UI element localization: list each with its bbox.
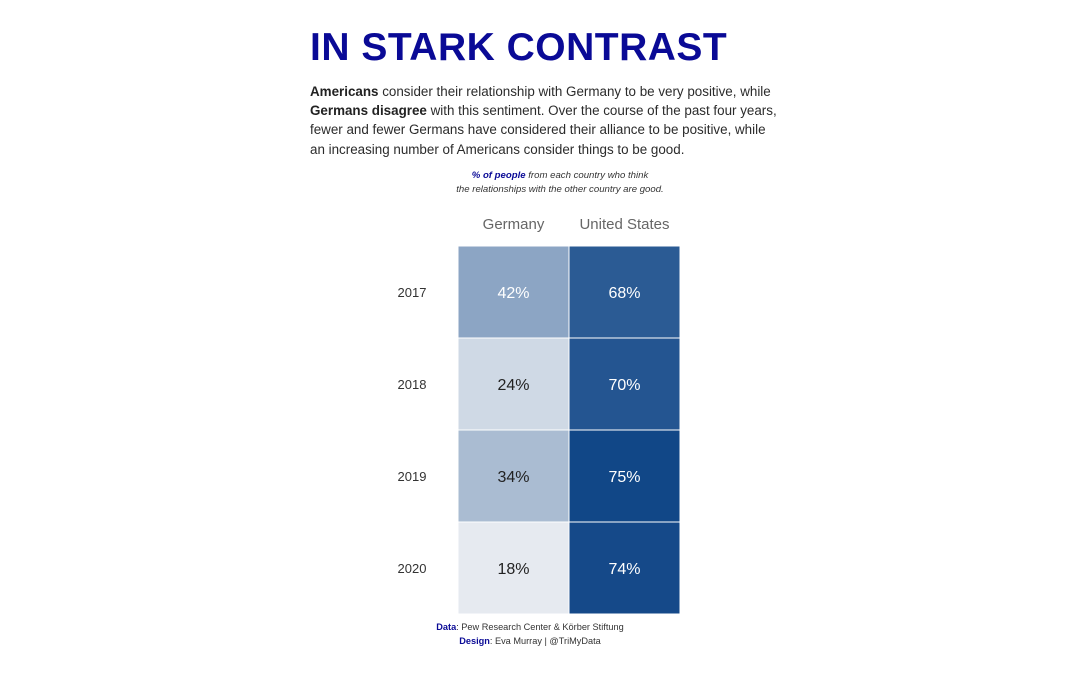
subtitle-emphasis: % of people <box>471 170 526 181</box>
cell-value-label: 24% <box>497 377 529 394</box>
footer-data-label: Data <box>436 622 457 632</box>
intro-text-2: with this sentiment. Over the course of … <box>310 103 777 157</box>
heatmap-cell <box>568 337 681 431</box>
cell-value-label: 75% <box>608 469 640 486</box>
cell-value-label: 70% <box>608 377 640 394</box>
intro-bold-germans: Germans disagree <box>310 103 427 119</box>
cell-value-label: 34% <box>497 469 529 486</box>
subtitle-line2: the relationships with the other country… <box>456 183 664 195</box>
footer-design-label: Design <box>459 636 490 646</box>
heatmap-cell <box>568 429 681 523</box>
heatmap-cell <box>457 429 570 523</box>
cell-value-label: 74% <box>608 561 640 578</box>
cell-value-label: 18% <box>497 561 529 578</box>
intro-text-1: consider their relationship with Germany… <box>378 84 771 99</box>
intro-bold-americans: Americans <box>310 84 379 99</box>
column-header-germany: Germany <box>483 216 545 233</box>
subtitle-line1: from each country who think <box>525 170 649 181</box>
page-title: IN STARK CONTRAST <box>310 26 728 69</box>
column-header-united-states: United States <box>579 216 669 233</box>
heatmap-cell <box>568 245 681 339</box>
cell-value-label: 42% <box>497 285 529 302</box>
row-label-2017: 2017 <box>398 285 427 300</box>
footer-data-line: Data: Pew Research Center & Körber Stift… <box>330 620 730 634</box>
cell-value-label: 68% <box>608 285 640 302</box>
heatmap-cell <box>457 337 570 431</box>
footer-data-text: : Pew Research Center & Körber Stiftung <box>456 622 624 632</box>
footer-design-line: Design: Eva Murray | @TriMyData <box>330 634 730 648</box>
footer-credits: Data: Pew Research Center & Körber Stift… <box>330 620 730 648</box>
row-label-2020: 2020 <box>398 561 427 576</box>
footer-design-text: : Eva Murray | @TriMyData <box>489 636 601 646</box>
chart-subtitle: % of people from each country who think t… <box>410 169 710 196</box>
heatmap-cell <box>457 521 570 615</box>
intro-paragraph: Americans consider their relationship wi… <box>310 82 780 159</box>
heatmap-cell <box>568 521 681 615</box>
row-label-2018: 2018 <box>398 377 427 392</box>
row-label-2019: 2019 <box>398 469 427 484</box>
